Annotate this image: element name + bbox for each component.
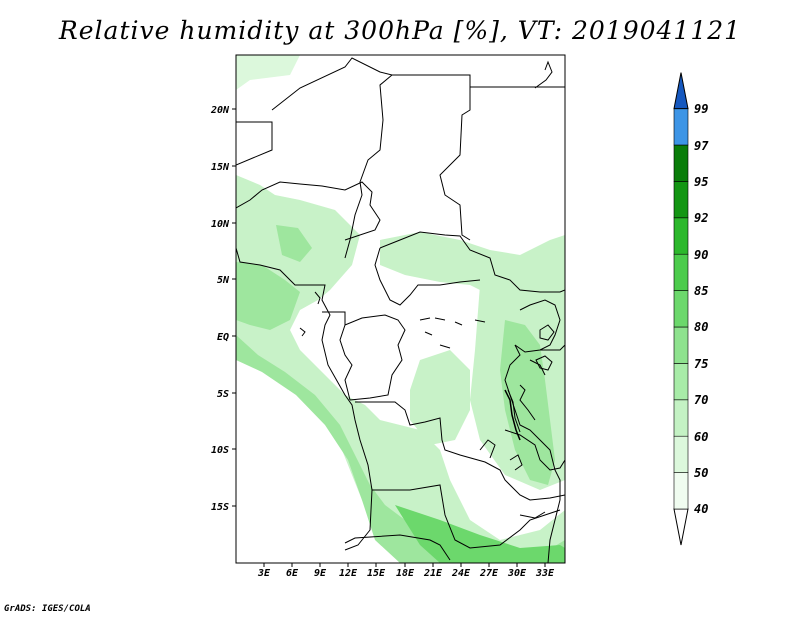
colorbar-segment (673, 363, 689, 401)
grads-credit: GrADS: IGES/COLA (4, 604, 91, 614)
lat-label: 5N (217, 275, 230, 286)
colorbar-label: 60 (694, 430, 708, 444)
lon-label: 27E (479, 568, 499, 579)
humidity-area-coast (395, 505, 565, 563)
colorbar-segment (673, 472, 689, 510)
lat-label: 10S (211, 445, 229, 456)
colorbar-label: 92 (694, 211, 708, 225)
colorbar-segment (673, 181, 689, 219)
lon-label: 9E (314, 568, 327, 579)
humidity-area-west-patch (276, 225, 312, 262)
colorbar-label: 75 (694, 357, 708, 371)
colorbar-segment (673, 144, 689, 182)
latitude-axis: 20N 15N 10N 5N EQ 5S 10S 15S (210, 105, 230, 513)
humidity-area-west-core (236, 335, 565, 563)
country-borders (236, 57, 565, 563)
humidity-area-gulf (236, 262, 300, 330)
colorbar-segment (673, 253, 689, 291)
colorbar-segment (673, 399, 689, 437)
lon-label: 30E (507, 568, 527, 579)
colorbar-label: 97 (694, 139, 709, 153)
colorbar-underflow (673, 508, 689, 546)
lat-label: 10N (211, 219, 230, 230)
colorbar-overflow (673, 72, 689, 110)
lat-label: 15S (211, 502, 229, 513)
colorbar-label: 95 (694, 175, 708, 189)
colorbar-segments (673, 72, 689, 546)
lon-label: 21E (423, 568, 443, 579)
humidity-area-northwest (236, 55, 300, 90)
colorbar-label: 70 (694, 393, 708, 407)
lat-label: 5S (217, 389, 229, 400)
colorbar-label: 40 (694, 502, 708, 516)
colorbar-labels: 40 50 60 70 75 80 85 90 92 95 97 99 (694, 102, 709, 516)
lon-label: 6E (286, 568, 299, 579)
lon-label: 15E (367, 568, 386, 579)
colorbar-label: 85 (694, 284, 708, 298)
colorbar-segment (673, 435, 689, 473)
lon-label: 3E (257, 568, 271, 579)
colorbar-segment (673, 108, 689, 146)
longitude-axis: 3E 6E 9E 12E 15E 18E 21E 24E 27E 30E 33E (257, 568, 555, 579)
colorbar-segment (673, 326, 689, 364)
lon-label: 18E (396, 568, 415, 579)
lon-label: 12E (339, 568, 358, 579)
colorbar-segment (673, 290, 689, 328)
colorbar-label: 80 (694, 320, 708, 334)
colorbar-segment (673, 217, 689, 255)
humidity-area-south-central (410, 350, 470, 445)
lat-label: EQ (217, 332, 229, 343)
lon-label: 33E (535, 568, 555, 579)
colorbar-label: 99 (694, 102, 708, 116)
colorbar-label: 50 (694, 466, 708, 480)
lat-label: 15N (211, 162, 230, 173)
chart-title: Relative humidity at 300hPa [%], VT: 201… (58, 16, 742, 45)
lon-label: 24E (451, 568, 471, 579)
colorbar-label: 90 (694, 248, 708, 262)
map-frame (235, 54, 566, 564)
lat-label: 20N (210, 105, 230, 116)
axis-ticks (232, 108, 546, 567)
